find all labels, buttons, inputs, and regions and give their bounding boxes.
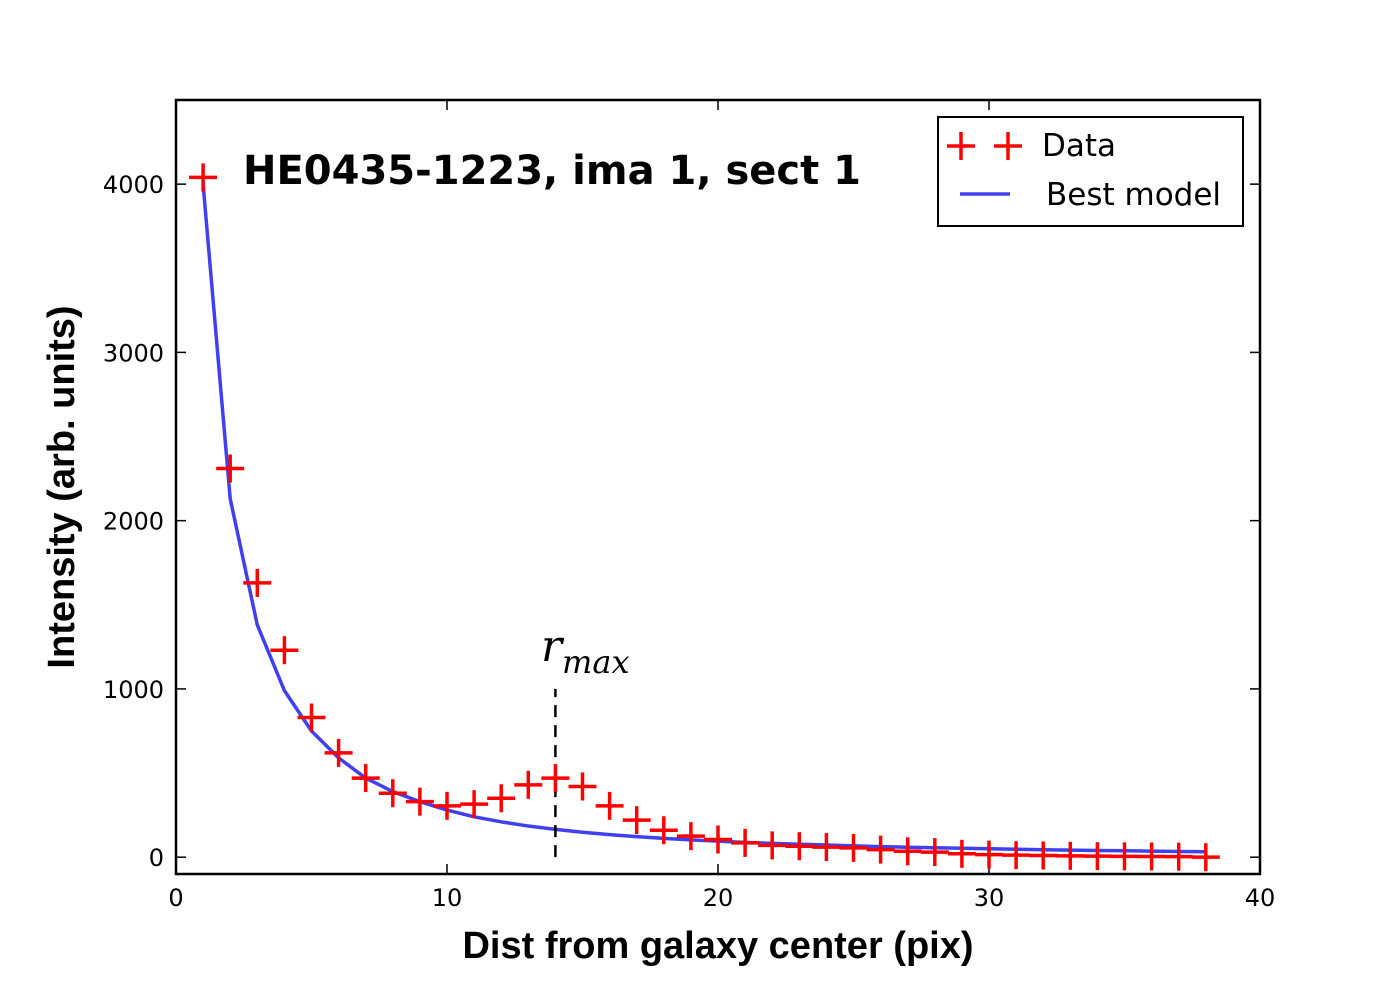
data-point: [568, 772, 597, 801]
data-point: [975, 840, 1003, 869]
model-line: [201, 183, 1206, 854]
data-point: [1137, 842, 1166, 871]
data-point: [731, 828, 760, 857]
data-point: [189, 163, 218, 192]
legend-data-marker-1: [947, 132, 975, 160]
plot-layer: [189, 163, 1220, 872]
legend-model-label: Best model: [1046, 177, 1221, 213]
data-point: [785, 832, 814, 861]
data-point: [893, 837, 922, 866]
y-tick-label-3: 3000: [103, 339, 164, 367]
data-point: [1029, 841, 1058, 870]
data-point: [1083, 842, 1112, 871]
data-point: [1056, 841, 1085, 870]
data-point: [812, 833, 841, 862]
x-tick-label-0: 0: [168, 884, 183, 912]
plot-frame: [174, 98, 1262, 876]
data-point: [1191, 843, 1220, 872]
data-point: [297, 703, 326, 732]
data-point: [1002, 841, 1031, 870]
r-max-annotation: rmax: [541, 621, 630, 681]
data-point: [947, 839, 976, 868]
data-point: [1110, 842, 1139, 871]
data-point: [351, 764, 380, 793]
x-axis-title: Dist from galaxy center (pix): [462, 925, 973, 967]
data-point: [676, 822, 705, 851]
data-point: [595, 791, 624, 820]
r-max-subscript: max: [562, 643, 629, 681]
data-point: [216, 454, 245, 483]
legend: Data Best model: [937, 116, 1244, 227]
data-point: [704, 825, 732, 854]
data-point: [514, 770, 543, 799]
data-point: [324, 738, 353, 767]
data-point: [270, 636, 299, 665]
y-tick-label-2: 2000: [103, 508, 164, 536]
y-tick-label-0: 0: [149, 844, 164, 872]
data-point: [649, 816, 678, 845]
data-point: [866, 835, 895, 864]
legend-data-marker-2: [994, 132, 1022, 160]
y-tick-label-4: 4000: [103, 171, 164, 199]
data-point: [243, 568, 272, 597]
x-tick-label-3: 30: [974, 884, 1005, 912]
legend-box: [937, 116, 1244, 227]
data-point: [378, 779, 407, 808]
y-tick-label-1: 1000: [103, 676, 164, 704]
data-point: [920, 838, 949, 867]
data-point: [405, 787, 434, 816]
ticks-layer: 0 10 20 30 40 0 1000 2000 3000 4000: [103, 100, 1275, 912]
data-point: [839, 833, 868, 862]
chart-title: HE0435-1223, ima 1, sect 1: [243, 148, 861, 194]
x-tick-label-1: 10: [432, 884, 463, 912]
data-point: [1164, 842, 1193, 871]
data-point: [433, 791, 461, 820]
r-max-symbol: r: [541, 621, 565, 672]
data-point: [487, 784, 516, 813]
data-point: [541, 764, 570, 793]
y-axis-title: Intensity (arb. units): [41, 305, 83, 668]
legend-data-label: Data: [1042, 128, 1116, 164]
x-tick-label-2: 20: [703, 884, 734, 912]
x-tick-label-4: 40: [1245, 884, 1276, 912]
data-point: [622, 806, 651, 835]
data-point: [758, 831, 787, 860]
data-point: [460, 790, 489, 819]
